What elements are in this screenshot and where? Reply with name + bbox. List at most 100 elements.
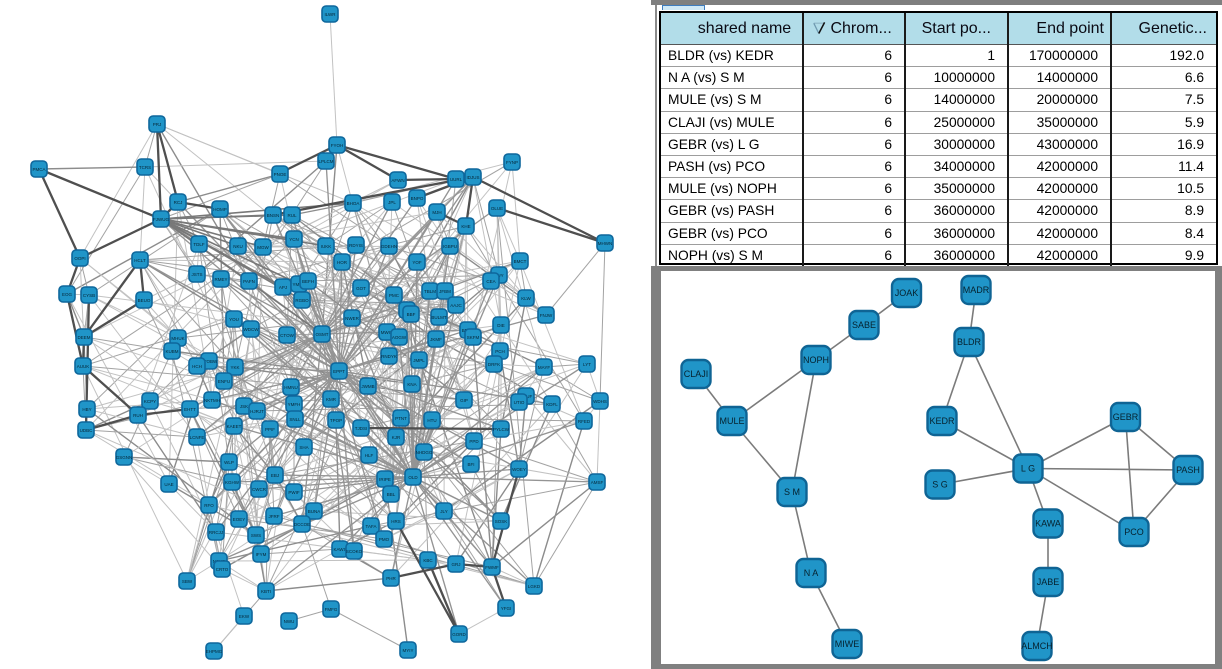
- svg-text:RGBO: RGBO: [295, 298, 309, 303]
- svg-text:PAFN: PAFN: [243, 279, 255, 284]
- svg-text:FYNP: FYNP: [506, 160, 518, 165]
- svg-text:KBC: KBC: [423, 558, 433, 563]
- svg-text:IGBPU: IGBPU: [443, 244, 457, 249]
- svg-text:TAFA: TAFA: [366, 524, 377, 529]
- svg-text:BHOA: BHOA: [347, 201, 360, 206]
- svg-text:RNDYK: RNDYK: [381, 354, 397, 359]
- svg-text:JPL: JPL: [388, 200, 396, 205]
- svg-text:RUH: RUH: [133, 413, 143, 418]
- svg-text:L G: L G: [1021, 464, 1035, 474]
- svg-text:NOPH: NOPH: [803, 355, 829, 365]
- svg-text:RDYIS: RDYIS: [349, 243, 363, 248]
- svg-text:WDHS: WDHS: [593, 399, 607, 404]
- svg-text:PCO: PCO: [1124, 527, 1144, 537]
- svg-text:YCN: YCN: [289, 237, 299, 242]
- svg-text:BBF: BBF: [407, 312, 416, 317]
- svg-text:HOMP: HOMP: [213, 207, 227, 212]
- svg-text:HRS: HRS: [391, 519, 401, 524]
- svg-text:MYIY: MYIY: [402, 648, 413, 653]
- svg-text:FJWUG: FJWUG: [153, 217, 169, 222]
- svg-text:NWER: NWER: [345, 316, 359, 321]
- svg-text:SWS: SWS: [251, 533, 261, 538]
- svg-text:BBL: BBL: [387, 492, 396, 497]
- svg-text:IDJUS: IDJUS: [466, 175, 479, 180]
- svg-text:CTOW: CTOW: [280, 333, 294, 338]
- svg-text:BULMT: BULMT: [431, 315, 447, 320]
- svg-text:KGHW: KGHW: [225, 480, 240, 485]
- svg-text:NHDGG: NHDGG: [416, 450, 433, 455]
- svg-text:EBJ: EBJ: [271, 473, 279, 478]
- svg-text:AUUK: AUUK: [77, 364, 90, 369]
- svg-text:AFWN: AFWN: [391, 178, 404, 183]
- svg-text:KBTI: KBTI: [261, 589, 271, 594]
- svg-text:MAYF: MAYF: [538, 365, 550, 370]
- svg-text:SABE: SABE: [852, 320, 876, 330]
- svg-text:YKK: YKK: [230, 365, 239, 370]
- svg-text:KEDR: KEDR: [929, 416, 955, 426]
- svg-text:RTOBW: RTOBW: [201, 359, 218, 364]
- svg-text:YOF: YOF: [412, 260, 422, 265]
- svg-text:JSTS: JSTS: [191, 272, 202, 277]
- svg-text:UURL: UURL: [450, 177, 463, 182]
- svg-text:TBLM: TBLM: [424, 289, 436, 294]
- svg-text:S G: S G: [932, 480, 948, 490]
- svg-text:CYSB: CYSB: [83, 293, 95, 298]
- svg-text:UTIO: UTIO: [514, 400, 525, 405]
- svg-text:GORD: GORD: [452, 632, 466, 637]
- svg-text:KMR: KMR: [326, 397, 337, 402]
- svg-text:GDEHN: GDEHN: [381, 244, 397, 249]
- svg-text:BEFH: BEFH: [302, 279, 314, 284]
- svg-text:RCJ: RCJ: [174, 200, 183, 205]
- svg-text:JOAK: JOAK: [895, 288, 919, 298]
- svg-text:YFGI: YFGI: [501, 606, 512, 611]
- svg-text:AMSF: AMSF: [591, 480, 604, 485]
- svg-text:NKTMH: NKTMH: [204, 398, 220, 403]
- svg-text:PMC: PMC: [389, 293, 400, 298]
- svg-text:GOT: GOT: [356, 286, 366, 291]
- svg-text:GRJ: GRJ: [452, 562, 461, 567]
- svg-text:GIP: GIP: [460, 398, 468, 403]
- svg-text:GSGNN: GSGNN: [116, 455, 133, 460]
- svg-text:KJR: KJR: [392, 435, 401, 440]
- svg-text:EHTT: EHTT: [184, 407, 196, 412]
- svg-text:AAJC: AAJC: [450, 303, 462, 308]
- svg-text:PRJ: PRJ: [153, 122, 162, 127]
- svg-text:DCCOE: DCCOE: [294, 522, 310, 527]
- svg-text:OLD: OLD: [408, 475, 418, 480]
- svg-text:LGKD: LGKD: [528, 584, 541, 589]
- svg-text:JFRF: JFRF: [269, 514, 280, 519]
- svg-text:MGW: MGW: [257, 245, 269, 250]
- svg-text:PNOE: PNOE: [274, 172, 287, 177]
- svg-text:AOGW: AOGW: [392, 335, 407, 340]
- svg-text:TDLF: TDLF: [193, 242, 205, 247]
- svg-text:BMCT: BMCT: [514, 259, 527, 264]
- svg-text:KLW: KLW: [521, 296, 531, 301]
- svg-text:DRFK: DRFK: [488, 362, 500, 367]
- svg-text:JFBM: JFBM: [439, 289, 451, 294]
- svg-text:KUBM: KUBM: [165, 349, 178, 354]
- svg-text:EPPT: EPPT: [333, 369, 345, 374]
- svg-text:CWCR: CWCR: [252, 487, 267, 492]
- svg-text:HTU: HTU: [427, 418, 436, 423]
- svg-text:RUL: RUL: [287, 213, 296, 218]
- svg-text:GEBR: GEBR: [1113, 412, 1139, 422]
- svg-text:SCOKO: SCOKO: [346, 549, 363, 554]
- svg-text:SOSK: SOSK: [495, 519, 508, 524]
- svg-text:MULE: MULE: [719, 416, 744, 426]
- svg-text:BNSN: BNSN: [267, 213, 280, 218]
- svg-text:KAWS: KAWS: [333, 547, 346, 552]
- svg-text:HCLT: HCLT: [134, 258, 146, 263]
- svg-text:WLP: WLP: [224, 460, 234, 465]
- svg-text:BUNA: BUNA: [308, 509, 321, 514]
- svg-text:CLAJI: CLAJI: [684, 369, 709, 379]
- svg-text:SKFM: SKFM: [467, 335, 480, 340]
- svg-text:PPD: PPD: [469, 439, 479, 444]
- svg-text:ALMCH: ALMCH: [1021, 641, 1053, 651]
- svg-text:EOEY: EOEY: [233, 517, 246, 522]
- svg-text:PTNT: PTNT: [395, 416, 407, 421]
- svg-text:RFO: RFO: [204, 503, 214, 508]
- svg-text:KCPY: KCPY: [144, 399, 156, 404]
- svg-text:OOPI: OOPI: [74, 256, 85, 261]
- svg-text:JMPL: JMPL: [413, 358, 425, 363]
- svg-text:MHWN: MHWN: [598, 241, 613, 246]
